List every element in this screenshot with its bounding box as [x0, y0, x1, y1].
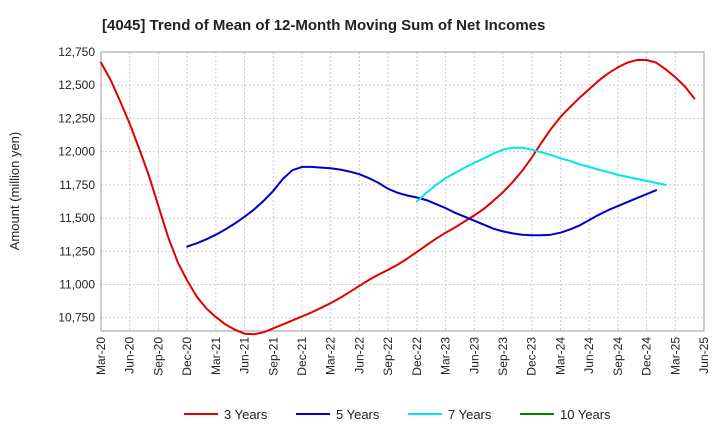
y-tick-label: 12,750	[58, 45, 95, 59]
x-tick-label: Mar-23	[439, 337, 453, 375]
legend-label: 3 Years	[224, 407, 268, 422]
legend-label: 5 Years	[336, 407, 380, 422]
x-tick-label: Dec-23	[525, 337, 539, 376]
y-tick-label: 12,500	[58, 78, 95, 92]
y-tick-label: 12,000	[58, 145, 95, 159]
y-axis-label: Amount (million yen)	[7, 132, 22, 251]
x-tick-label: Dec-20	[180, 337, 194, 376]
chart-title: [4045] Trend of Mean of 12-Month Moving …	[102, 17, 545, 34]
y-tick-label: 11,000	[59, 278, 95, 292]
x-tick-label: Mar-21	[209, 337, 223, 375]
series-line-5-years	[186, 165, 658, 248]
x-tick-label: Dec-21	[295, 337, 309, 376]
x-tick-label: Sep-24	[611, 337, 625, 376]
x-tick-label: Sep-23	[496, 337, 510, 376]
series-line-7-years	[415, 146, 667, 203]
legend-label: 10 Years	[560, 407, 611, 422]
x-tick-label: Sep-20	[151, 337, 165, 376]
x-tick-label: Sep-21	[266, 337, 280, 376]
x-tick-label: Sep-22	[381, 337, 395, 376]
x-tick-label: Mar-24	[553, 337, 567, 375]
x-tick-label: Dec-22	[410, 337, 424, 376]
x-tick-label: Jun-25	[697, 337, 711, 374]
y-tick-label: 11,250	[59, 244, 95, 258]
x-tick-label: Jun-23	[467, 337, 481, 374]
series-layer	[100, 59, 696, 336]
plot-frame	[100, 51, 705, 332]
x-tick-label: Jun-20	[123, 337, 137, 374]
y-tick-label: 11,750	[59, 178, 95, 192]
x-tick-label: Mar-25	[668, 337, 682, 375]
y-tick-label: 11,500	[59, 211, 95, 225]
x-tick-label: Jun-24	[582, 337, 596, 374]
legend: 3 Years 5 Years 7 Years 10 Years	[184, 407, 611, 422]
y-tick-label: 12,250	[58, 111, 95, 125]
series-line-3-years	[100, 59, 696, 336]
y-tick-label: 10,750	[58, 311, 95, 325]
x-tick-labels: Mar-20 Jun-20 Sep-20 Dec-20 Mar-21 Jun-21 Sep-…	[94, 337, 711, 376]
x-tick-label: Jun-22	[352, 337, 366, 374]
x-tick-label: Mar-20	[94, 337, 108, 375]
legend-label: 7 Years	[448, 407, 492, 422]
x-tick-label: Mar-22	[324, 337, 338, 375]
x-tick-label: Dec-24	[640, 337, 654, 376]
x-tick-label: Jun-21	[238, 337, 252, 374]
y-tick-labels: 10,750 11,000 11,250 11,500 11,750 12,000 12,2…	[58, 45, 95, 325]
